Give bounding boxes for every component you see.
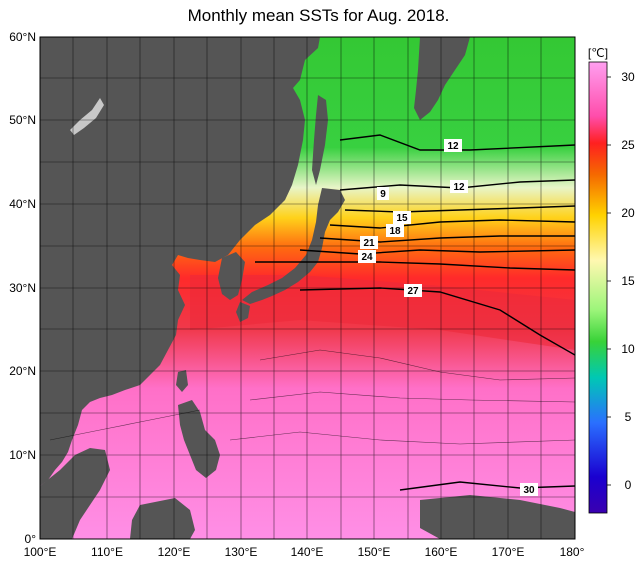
- colorbar-tick-label: 0: [625, 478, 632, 492]
- isotherm-label: 24: [358, 250, 376, 263]
- svg-text:15: 15: [396, 213, 408, 224]
- graticule: [40, 37, 575, 539]
- isotherm-label: 30: [520, 483, 538, 496]
- lat-label: 20°N: [9, 364, 36, 378]
- latitude-labels: 60°N 50°N 40°N 30°N 20°N 10°N 0°: [9, 30, 36, 546]
- isotherm-label: 21: [360, 236, 378, 249]
- lon-label: 140°E: [291, 545, 324, 559]
- lat-label: 10°N: [9, 448, 36, 462]
- lat-label: 0°: [25, 532, 37, 546]
- colorbar-tick-label: 10: [621, 342, 635, 356]
- svg-text:18: 18: [389, 226, 401, 237]
- isotherm-label: 12: [450, 180, 468, 193]
- isotherm-label: 9: [377, 187, 389, 200]
- lat-label: 50°N: [9, 113, 36, 127]
- isotherm-label: 18: [386, 224, 404, 237]
- svg-text:30: 30: [523, 485, 535, 496]
- lon-label: 110°E: [91, 545, 123, 559]
- svg-text:12: 12: [453, 182, 465, 193]
- longitude-labels: 100°E 110°E 120°E 130°E 140°E 150°E 160°…: [24, 545, 585, 559]
- lon-label: 150°E: [358, 545, 391, 559]
- svg-text:9: 9: [380, 189, 386, 200]
- lon-label: 100°E: [24, 545, 57, 559]
- kuroshio-band: [190, 275, 575, 350]
- minor-isotherms: [49, 349, 575, 445]
- map-title: Monthly mean SSTs for Aug. 2018.: [187, 6, 450, 25]
- lon-label: 160°E: [425, 545, 458, 559]
- colorbar: [℃] 30 25 20 15 10 5 0: [588, 46, 635, 514]
- svg-text:27: 27: [407, 286, 419, 297]
- isotherm-label: 15: [393, 211, 411, 224]
- isotherm-label: 12: [444, 139, 462, 152]
- svg-text:24: 24: [361, 252, 373, 263]
- isotherm-labels: 12 12 9 15 18 21 24 27 30: [358, 139, 538, 496]
- map-border: [39, 36, 576, 540]
- lat-label: 30°N: [9, 281, 36, 295]
- svg-text:12: 12: [447, 141, 459, 152]
- lon-label: 120°E: [158, 545, 191, 559]
- colorbar-ticks: [607, 76, 611, 486]
- isotherm-label: 27: [404, 284, 422, 297]
- colorbar-tick-label: 30: [621, 70, 635, 84]
- colorbar-tick-label: 20: [621, 206, 635, 220]
- svg-text:21: 21: [363, 238, 375, 249]
- colorbar-gradient: [588, 61, 608, 514]
- colorbar-tick-label: 5: [625, 410, 632, 424]
- colorbar-unit: [℃]: [588, 46, 608, 60]
- colorbar-tick-label: 15: [621, 274, 635, 288]
- lat-label: 40°N: [9, 197, 36, 211]
- lon-label: 170°E: [492, 545, 525, 559]
- lon-label: 180°: [560, 545, 585, 559]
- lat-label: 60°N: [9, 30, 36, 44]
- colorbar-tick-label: 25: [621, 138, 635, 152]
- lon-label: 130°E: [225, 545, 258, 559]
